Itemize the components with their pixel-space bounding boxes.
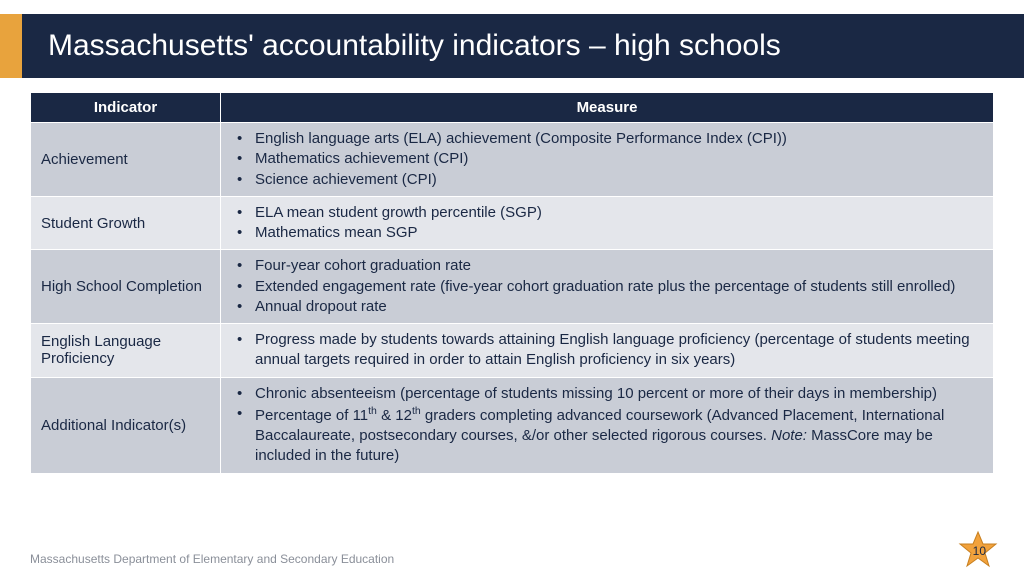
measure-cell: ELA mean student growth percentile (SGP)… (221, 196, 994, 250)
indicator-cell: English Language Proficiency (31, 324, 221, 378)
measure-item: Science achievement (CPI) (255, 170, 983, 190)
measure-item: Percentage of 11th & 12th graders comple… (255, 404, 983, 467)
measure-item: Chronic absenteeism (percentage of stude… (255, 384, 983, 404)
measure-item: Mathematics achievement (CPI) (255, 149, 983, 169)
indicator-cell: Additional Indicator(s) (31, 377, 221, 473)
header-measure: Measure (221, 93, 994, 123)
table-row: Student GrowthELA mean student growth pe… (31, 196, 994, 250)
measure-cell: Chronic absenteeism (percentage of stude… (221, 377, 994, 473)
measure-item: English language arts (ELA) achievement … (255, 129, 983, 149)
measure-cell: Progress made by students towards attain… (221, 324, 994, 378)
measure-item: Progress made by students towards attain… (255, 330, 983, 371)
table-header-row: Indicator Measure (31, 93, 994, 123)
accent-chip (0, 14, 22, 78)
table-row: High School CompletionFour-year cohort g… (31, 250, 994, 324)
measure-item: Annual dropout rate (255, 297, 983, 317)
slide-title: Massachusetts' accountability indicators… (48, 29, 781, 63)
measure-cell: English language arts (ELA) achievement … (221, 123, 994, 197)
slide: Massachusetts' accountability indicators… (0, 0, 1024, 576)
measure-item: Four-year cohort graduation rate (255, 256, 983, 276)
table-row: English Language Proficiency Progress mad… (31, 324, 994, 378)
header-indicator: Indicator (31, 93, 221, 123)
footer-text: Massachusetts Department of Elementary a… (30, 552, 394, 566)
measure-cell: Four-year cohort graduation rateExtended… (221, 250, 994, 324)
measure-item: ELA mean student growth percentile (SGP) (255, 203, 983, 223)
indicator-cell: Achievement (31, 123, 221, 197)
title-bar: Massachusetts' accountability indicators… (0, 14, 1024, 78)
page-number: 10 (973, 544, 986, 558)
table-row: Additional Indicator(s) Chronic absenteei… (31, 377, 994, 473)
measure-item: Extended engagement rate (five-year coho… (255, 277, 983, 297)
indicator-cell: Student Growth (31, 196, 221, 250)
indicators-table: Indicator Measure Achievement English lan… (30, 92, 994, 474)
measure-item: Mathematics mean SGP (255, 223, 983, 243)
table-row: Achievement English language arts (ELA) a… (31, 123, 994, 197)
indicator-cell: High School Completion (31, 250, 221, 324)
